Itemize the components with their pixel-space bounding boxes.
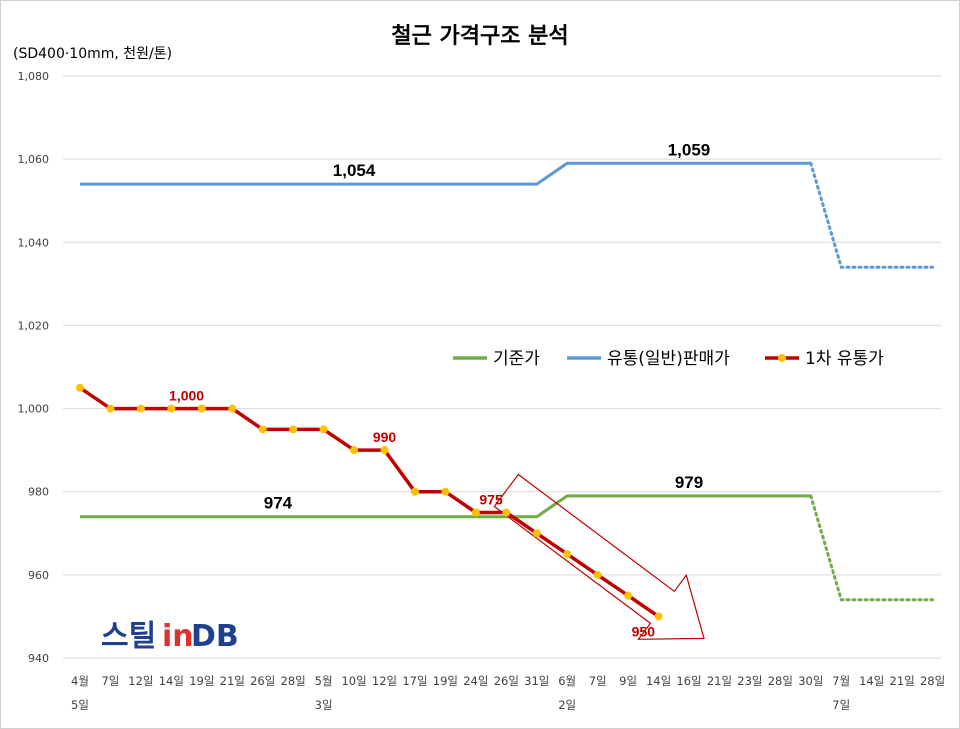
logo-text-in: in <box>162 619 194 654</box>
series-markers <box>76 383 663 621</box>
data-label: 1,054 <box>333 161 376 180</box>
legend-item-retail-price: 유통(일반)판매가 <box>567 349 730 369</box>
data-point <box>228 404 237 413</box>
legend-label-base-price: 기준가 <box>493 349 540 369</box>
data-point <box>441 487 450 496</box>
data-point <box>593 570 602 579</box>
steel-in-db-logo: 스틸 in DB <box>101 619 239 654</box>
data-label: 1,059 <box>668 140 711 159</box>
x-tick-label: 21일 <box>890 674 915 688</box>
series-lines <box>79 161 935 618</box>
data-point <box>197 404 206 413</box>
x-tick-sublabel: 3일 <box>315 698 333 712</box>
series-line-base-price-forecast <box>809 494 935 602</box>
series-line-first-distribution <box>79 386 660 618</box>
x-tick-label: 21일 <box>707 674 732 688</box>
unit-label: (SD400·10mm, 천원/톤) <box>13 46 172 62</box>
x-tick-sublabel: 2일 <box>558 698 576 712</box>
data-point <box>471 508 480 517</box>
x-tick-label: 5월 <box>315 674 333 688</box>
data-label: 990 <box>373 429 397 445</box>
data-point <box>319 425 328 434</box>
logo-text-steel: 스틸 <box>101 619 156 654</box>
y-tick-label: 1,080 <box>18 70 50 83</box>
x-axis-ticks: 4월 5일 7일 12일 14일 19일 21일 26일 28일 5월 3일 10일 12일 17일 19일… <box>71 674 945 712</box>
y-tick-label: 1,000 <box>18 403 50 416</box>
data-point <box>624 591 633 600</box>
data-point <box>502 508 511 517</box>
x-tick-label: 21일 <box>220 674 245 688</box>
data-point <box>289 425 298 434</box>
data-label: 979 <box>675 473 703 492</box>
x-tick-label: 4월 <box>71 674 89 688</box>
x-tick-label: 14일 <box>859 674 884 688</box>
y-tick-label: 1,060 <box>18 153 50 166</box>
data-point <box>410 487 419 496</box>
series-line-base-price <box>80 494 811 519</box>
data-point <box>532 529 541 538</box>
x-tick-label: 26일 <box>250 674 275 688</box>
data-point <box>167 404 176 413</box>
y-tick-label: 980 <box>28 486 49 499</box>
x-tick-label: 19일 <box>433 674 458 688</box>
data-point <box>654 612 663 621</box>
legend-label-retail-price: 유통(일반)판매가 <box>607 349 730 369</box>
x-tick-label: 6월 <box>558 674 576 688</box>
data-labels: 1,054 1,059 974 979 1,000 990 975 950 <box>169 140 710 639</box>
legend-item-base-price: 기준가 <box>453 349 540 369</box>
x-tick-label: 19일 <box>189 674 214 688</box>
x-tick-label: 26일 <box>494 674 519 688</box>
legend-marker-first-distribution <box>778 354 786 362</box>
y-axis-ticks: 940 960 980 1,000 1,020 1,040 1,060 1,080 <box>18 70 50 665</box>
x-tick-label: 14일 <box>646 674 671 688</box>
x-tick-label: 10일 <box>341 674 366 688</box>
trend-arrow <box>493 473 705 640</box>
logo-text-db: DB <box>191 619 239 654</box>
x-tick-label: 7일 <box>101 674 119 688</box>
x-tick-sublabel: 5일 <box>71 698 89 712</box>
data-point <box>350 446 359 455</box>
x-tick-label: 31일 <box>524 674 549 688</box>
data-point <box>76 383 84 392</box>
legend: 기준가 유통(일반)판매가 1차 유통가 <box>453 349 884 369</box>
x-tick-label: 28일 <box>920 674 945 688</box>
x-tick-label: 28일 <box>768 674 793 688</box>
x-tick-label: 7일 <box>589 674 607 688</box>
x-tick-label: 28일 <box>281 674 306 688</box>
trend-arrow-outline <box>493 473 705 640</box>
y-tick-label: 1,020 <box>18 319 50 332</box>
chart-title: 철근 가격구조 분석 <box>391 24 568 49</box>
x-tick-label: 16일 <box>676 674 701 688</box>
series-line-retail-price <box>80 161 811 186</box>
data-label: 950 <box>632 623 656 639</box>
legend-item-first-distribution: 1차 유통가 <box>765 349 884 369</box>
x-tick-label: 12일 <box>372 674 397 688</box>
data-point <box>258 425 267 434</box>
x-tick-label: 12일 <box>128 674 153 688</box>
series-line-retail-price-forecast <box>809 161 935 269</box>
x-tick-sublabel: 7일 <box>832 698 850 712</box>
x-tick-label: 14일 <box>159 674 184 688</box>
data-label: 974 <box>264 494 293 513</box>
y-tick-label: 940 <box>28 652 49 665</box>
x-tick-label: 7월 <box>832 674 850 688</box>
data-label: 1,000 <box>169 388 204 404</box>
data-point <box>136 404 145 413</box>
data-point <box>380 446 389 455</box>
y-tick-label: 1,040 <box>18 236 50 249</box>
x-tick-label: 23일 <box>737 674 762 688</box>
x-tick-label: 30일 <box>798 674 823 688</box>
x-tick-label: 17일 <box>402 674 427 688</box>
y-tick-label: 960 <box>28 569 49 582</box>
x-tick-label: 24일 <box>463 674 488 688</box>
data-point <box>106 404 115 413</box>
x-tick-label: 9일 <box>619 674 637 688</box>
legend-label-first-distribution: 1차 유통가 <box>805 349 884 369</box>
data-point <box>563 550 572 559</box>
data-label: 975 <box>479 492 503 508</box>
